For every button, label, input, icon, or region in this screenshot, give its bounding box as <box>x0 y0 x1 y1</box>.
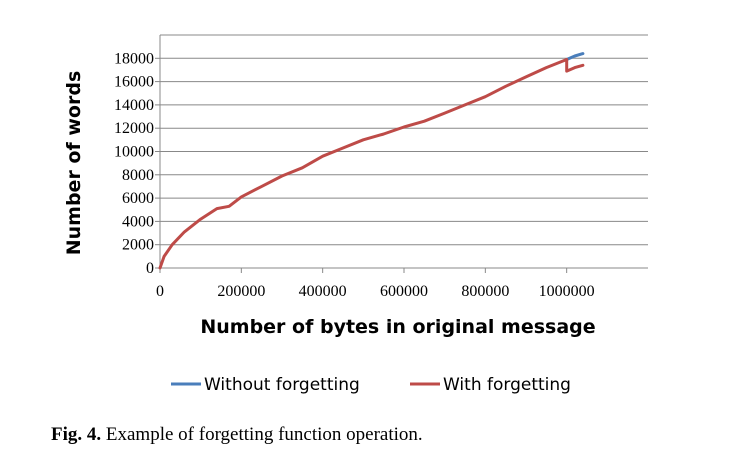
y-tick-label-16000: 16000 <box>114 74 154 91</box>
series-lines <box>158 52 585 270</box>
y-tick-labels: 0 2000 4000 6000 8000 10000 12000 14000 16000 180… <box>114 50 154 277</box>
y-tick-label-10000: 10000 <box>114 144 154 161</box>
x-tick-label-400000: 400000 <box>299 283 347 300</box>
y-axis-title: Number of words <box>63 71 85 256</box>
y-tick-label-0: 0 <box>146 260 154 277</box>
y-tick-label-14000: 14000 <box>114 97 154 114</box>
y-tick-label-18000: 18000 <box>114 50 154 67</box>
figure-caption: Fig. 4. Example of forgetting function o… <box>51 424 423 446</box>
legend: Without forgetting With forgetting <box>171 375 571 395</box>
axes <box>155 35 648 273</box>
x-tick-label-200000: 200000 <box>217 283 265 300</box>
y-tick-label-6000: 6000 <box>122 190 154 207</box>
x-tick-labels: 0 200000 400000 600000 800000 1000000 <box>156 283 595 300</box>
series-line-without-forgetting <box>565 52 585 61</box>
legend-label-with-forgetting: With forgetting <box>443 375 571 395</box>
x-axis-title: Number of bytes in original message <box>200 316 595 338</box>
x-tick-label-600000: 600000 <box>380 283 428 300</box>
figure-caption-label: Fig. 4. <box>51 424 102 445</box>
x-tick-label-0: 0 <box>156 283 164 300</box>
x-tick-label-800000: 800000 <box>461 283 509 300</box>
figure-caption-text: Example of forgetting function operation… <box>101 424 423 445</box>
chart: 0 2000 4000 6000 8000 10000 12000 14000 16000 180… <box>63 34 648 395</box>
series-line-with-forgetting <box>158 58 585 270</box>
y-tick-label-12000: 12000 <box>114 120 154 137</box>
y-tick-label-4000: 4000 <box>122 213 154 230</box>
x-tick-label-1000000: 1000000 <box>539 283 595 300</box>
y-tick-label-8000: 8000 <box>122 167 154 184</box>
y-tick-label-2000: 2000 <box>122 237 154 254</box>
legend-label-without-forgetting: Without forgetting <box>204 375 360 395</box>
